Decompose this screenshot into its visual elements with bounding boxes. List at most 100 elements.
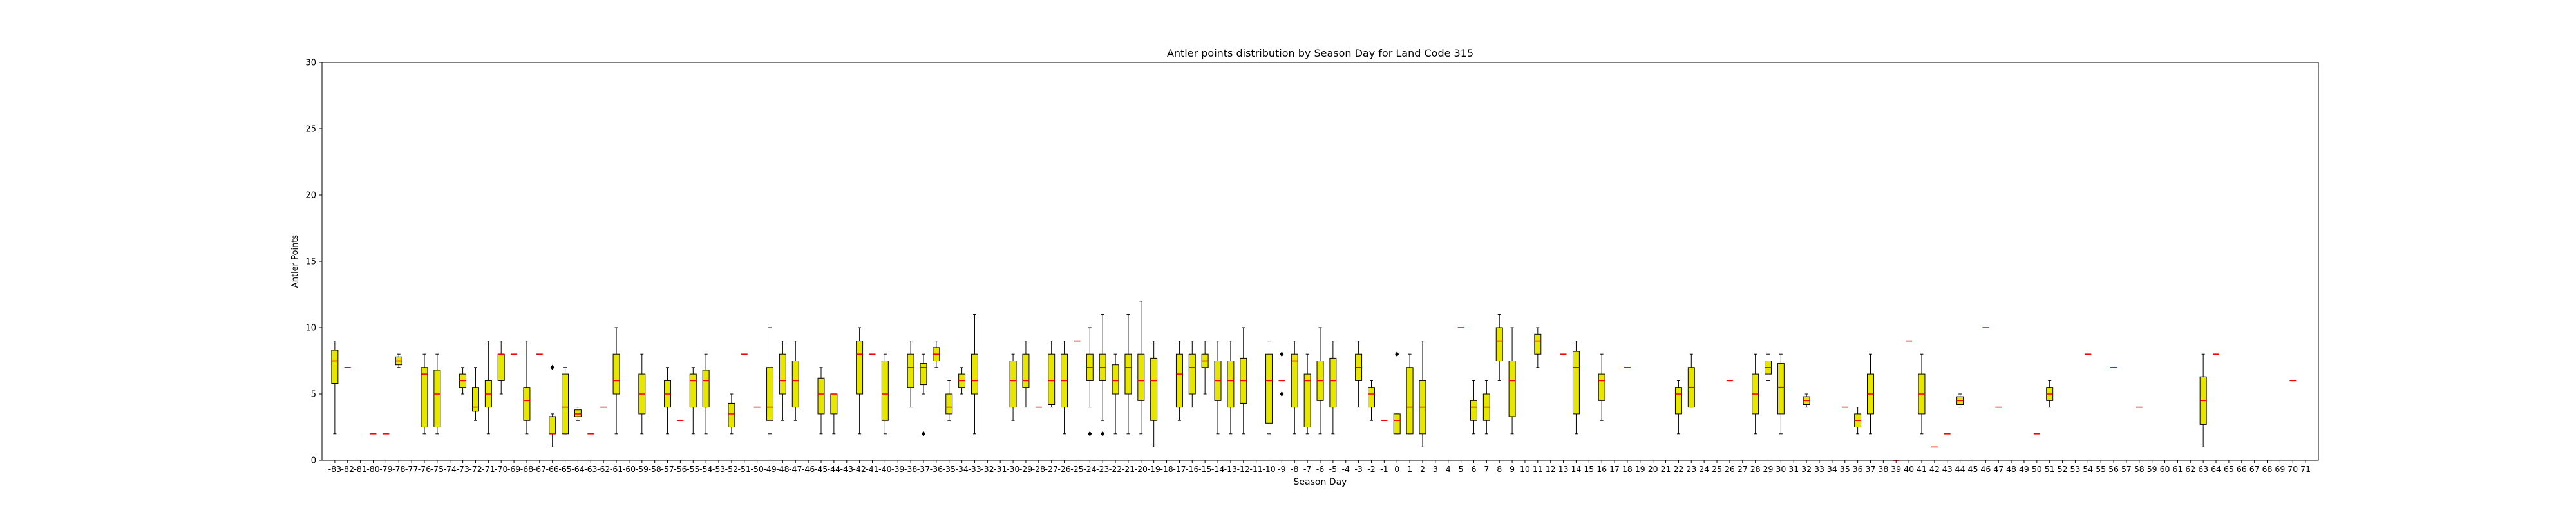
box-group	[1419, 341, 1426, 447]
chart-title: Antler points distribution by Season Day…	[1167, 47, 1473, 59]
y-tick-label: 15	[305, 258, 316, 267]
x-tick-label: 50	[2032, 464, 2042, 474]
x-tick-label: 28	[1750, 464, 1761, 474]
x-tick-label: 27	[1738, 464, 1748, 474]
box-iqr	[702, 370, 710, 408]
box-iqr	[1009, 360, 1017, 408]
box-group	[766, 327, 773, 435]
outlier-point	[921, 431, 925, 436]
x-tick-label: 0	[1394, 464, 1399, 474]
x-tick-label: -60	[623, 464, 636, 474]
box-group	[1150, 341, 1158, 447]
x-tick-label: 22	[1673, 464, 1683, 474]
box-group	[574, 407, 582, 421]
box-group	[1534, 327, 1542, 368]
x-tick-label: 3	[1433, 464, 1438, 474]
x-tick-label: 49	[2019, 464, 2029, 474]
x-tick-label: -44	[828, 464, 840, 474]
x-tick-label: 42	[1929, 464, 1940, 474]
box-group	[1188, 341, 1196, 408]
x-tick-label: 21	[1661, 464, 1671, 474]
x-tick-label: -65	[558, 464, 571, 474]
x-tick-label: -55	[687, 464, 699, 474]
x-tick-label: 12	[1546, 464, 1556, 474]
x-tick-label: 30	[1776, 464, 1786, 474]
box-group	[817, 367, 825, 435]
box-group	[856, 327, 864, 435]
box-group	[433, 353, 441, 435]
box-group	[1009, 353, 1017, 421]
x-tick-label: 71	[2300, 464, 2311, 474]
box-iqr	[907, 353, 914, 388]
box-group	[549, 364, 556, 447]
box-iqr	[1495, 327, 1503, 361]
box-group	[702, 353, 710, 435]
x-tick-label: -25	[1070, 464, 1083, 474]
x-tick-label: -57	[661, 464, 674, 474]
x-tick-label: -20	[1135, 464, 1148, 474]
box-group	[1175, 341, 1183, 421]
x-tick-label: -75	[431, 464, 444, 474]
x-tick-label: 70	[2287, 464, 2298, 474]
x-tick-label: -54	[699, 464, 712, 474]
box-iqr	[1188, 353, 1196, 395]
x-tick-label: 7	[1484, 464, 1489, 474]
y-tick-label: 30	[305, 59, 316, 68]
box-group	[1316, 327, 1324, 435]
box-group	[971, 314, 978, 435]
box-iqr	[1227, 360, 1235, 408]
box-group	[779, 341, 786, 421]
x-tick-label: -76	[418, 464, 431, 474]
x-tick-label: -46	[802, 464, 815, 474]
x-tick-label: 64	[2211, 464, 2221, 474]
box-iqr	[817, 377, 825, 415]
box-group	[1393, 351, 1401, 435]
x-tick-label: 29	[1763, 464, 1774, 474]
x-tick-label: 16	[1596, 464, 1607, 474]
outlier-point	[1101, 431, 1105, 436]
box-group	[1303, 353, 1311, 435]
x-tick-label: -73	[456, 464, 469, 474]
box-iqr	[497, 353, 505, 381]
x-tick-label: -19	[1147, 464, 1160, 474]
outlier-point	[1280, 391, 1284, 397]
x-tick-label: -66	[545, 464, 558, 474]
box-iqr	[1137, 353, 1145, 401]
plot-area	[331, 301, 2297, 461]
x-axis-label: Season Day	[1294, 477, 1347, 487]
x-tick-label: 58	[2134, 464, 2145, 474]
x-tick-label: -15	[1198, 464, 1211, 474]
x-tick-label: -22	[1109, 464, 1122, 474]
x-tick-label: 23	[1686, 464, 1696, 474]
box-iqr	[881, 360, 889, 421]
x-tick-label: 25	[1712, 464, 1722, 474]
x-tick-label: -62	[597, 464, 610, 474]
outlier-point	[1395, 351, 1399, 357]
x-tick-label: 11	[1533, 464, 1543, 474]
x-tick-label: -24	[1083, 464, 1096, 474]
x-tick-label: 45	[1968, 464, 1978, 474]
box-iqr	[549, 416, 556, 435]
box-group	[484, 341, 492, 435]
box-group	[1495, 314, 1503, 381]
x-tick-label: -74	[444, 464, 457, 474]
x-tick-label: 24	[1699, 464, 1709, 474]
box-group	[1508, 327, 1516, 435]
x-tick-label: -56	[674, 464, 687, 474]
x-tick-label: -27	[1045, 464, 1057, 474]
box-iqr	[945, 393, 953, 415]
x-tick-label: -79	[379, 464, 392, 474]
x-tick-label: -59	[636, 464, 649, 474]
box-group	[1061, 341, 1068, 435]
box-iqr	[1150, 357, 1158, 421]
box-group	[958, 367, 966, 395]
box-group	[933, 341, 940, 368]
box-group	[1291, 341, 1298, 435]
x-tick-label: -38	[904, 464, 917, 474]
x-tick-label: 65	[2224, 464, 2234, 474]
box-group	[1918, 353, 1926, 435]
y-tick-label: 5	[311, 390, 316, 400]
box-iqr	[1329, 357, 1337, 408]
x-tick-label: 56	[2108, 464, 2119, 474]
